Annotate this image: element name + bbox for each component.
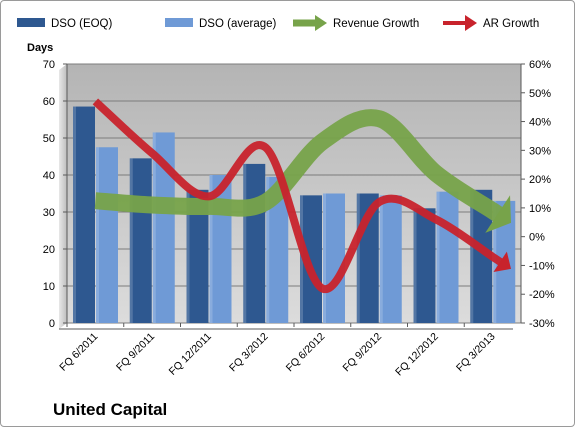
y-right-tick-label: -20% xyxy=(529,289,555,301)
bar-dso-eoq xyxy=(300,195,322,323)
y-right-tick-label: 0% xyxy=(529,232,545,244)
bar-dso-eoq xyxy=(73,106,95,323)
bar-dso-average xyxy=(436,191,459,323)
legend: DSO (EOQ) DSO (average) Revenue Growth AR G… xyxy=(17,15,539,31)
arrow-line-ar-growth xyxy=(92,98,505,293)
arrowhead-ar-growth xyxy=(493,251,511,272)
bar-highlight xyxy=(300,195,303,323)
legend-label-ar-growth: AR Growth xyxy=(483,18,539,30)
legend-label-dso-eoq: DSO (EOQ) xyxy=(51,18,113,30)
y-right-tick-label: 50% xyxy=(529,88,551,100)
y-right-tick-label: 20% xyxy=(529,174,551,186)
bar-highlight xyxy=(356,193,360,323)
x-tick-label: FQ 9/2012 xyxy=(341,331,385,375)
bar-dso-average xyxy=(323,193,345,323)
bar-highlight xyxy=(436,191,440,323)
legend-swatch-dso-average xyxy=(165,18,193,27)
bar-highlight xyxy=(413,208,417,323)
y-left-tick-label: 50 xyxy=(43,133,55,145)
bar-highlight xyxy=(73,106,76,323)
bar-highlight xyxy=(209,175,213,323)
bar-highlight xyxy=(96,147,99,323)
bar-dso-eoq xyxy=(129,158,152,323)
bar-dso-eoq xyxy=(186,189,209,323)
arrow-line-revenue-growth xyxy=(94,109,508,224)
y-right-tick-label: 60% xyxy=(529,59,551,71)
x-tick-label: FQ 12/2012 xyxy=(393,331,441,379)
x-tick-label: FQ 6/2011 xyxy=(57,331,100,374)
legend-arrowhead-ar-growth xyxy=(465,15,477,31)
bar-highlight xyxy=(186,189,190,323)
legend-label-revenue-growth: Revenue Growth xyxy=(333,18,419,30)
y-axis-left-label: Days xyxy=(27,42,53,54)
y-right-tick-label: 30% xyxy=(529,145,551,157)
bar-highlight xyxy=(152,132,156,323)
x-tick-label: FQ 3/2013 xyxy=(454,331,498,375)
bar-highlight xyxy=(243,163,247,323)
arrowhead-revenue-growth xyxy=(485,195,511,233)
y-left-tick-label: 30 xyxy=(43,207,55,219)
y-left-tick-label: 40 xyxy=(43,170,55,182)
y-right-tick-label: -10% xyxy=(529,260,555,272)
x-tick-label: FQ 6/2012 xyxy=(284,331,328,375)
bar-dso-eoq xyxy=(243,163,266,323)
bar-highlight xyxy=(379,195,383,323)
bar-highlight xyxy=(266,176,270,323)
y-left-tick-label: 20 xyxy=(43,244,55,256)
x-tick-label: FQ 3/2012 xyxy=(227,331,271,375)
bar-dso-average xyxy=(266,176,289,323)
x-tick-label: FQ 9/2011 xyxy=(114,331,157,374)
bar-dso-average xyxy=(152,132,175,323)
y-right-tick-label: 40% xyxy=(529,117,551,129)
legend-label-dso-average: DSO (average) xyxy=(199,18,277,30)
y-left-tick-label: 0 xyxy=(49,318,55,330)
y-right-tick-label: 10% xyxy=(529,203,551,215)
bar-highlight xyxy=(129,158,133,323)
legend-arrowhead-revenue-growth xyxy=(315,15,327,31)
chart-title: United Capital xyxy=(53,400,167,419)
y-left-tick-label: 70 xyxy=(43,59,55,71)
y-left-tick-label: 10 xyxy=(43,281,55,293)
bar-dso-eoq xyxy=(413,208,436,323)
bar-highlight xyxy=(323,193,326,323)
y-right-tick-label: -30% xyxy=(529,318,555,330)
bar-dso-eoq xyxy=(470,189,493,323)
bar-dso-average xyxy=(379,195,402,323)
legend-swatch-dso-eoq xyxy=(17,18,45,27)
plot-side-wall xyxy=(59,64,67,329)
bar-dso-average xyxy=(96,147,118,323)
y-left-tick-label: 60 xyxy=(43,96,55,108)
bar-highlight xyxy=(470,189,474,323)
growth-arrows xyxy=(92,98,511,293)
x-tick-label: FQ 12/2011 xyxy=(167,331,214,378)
